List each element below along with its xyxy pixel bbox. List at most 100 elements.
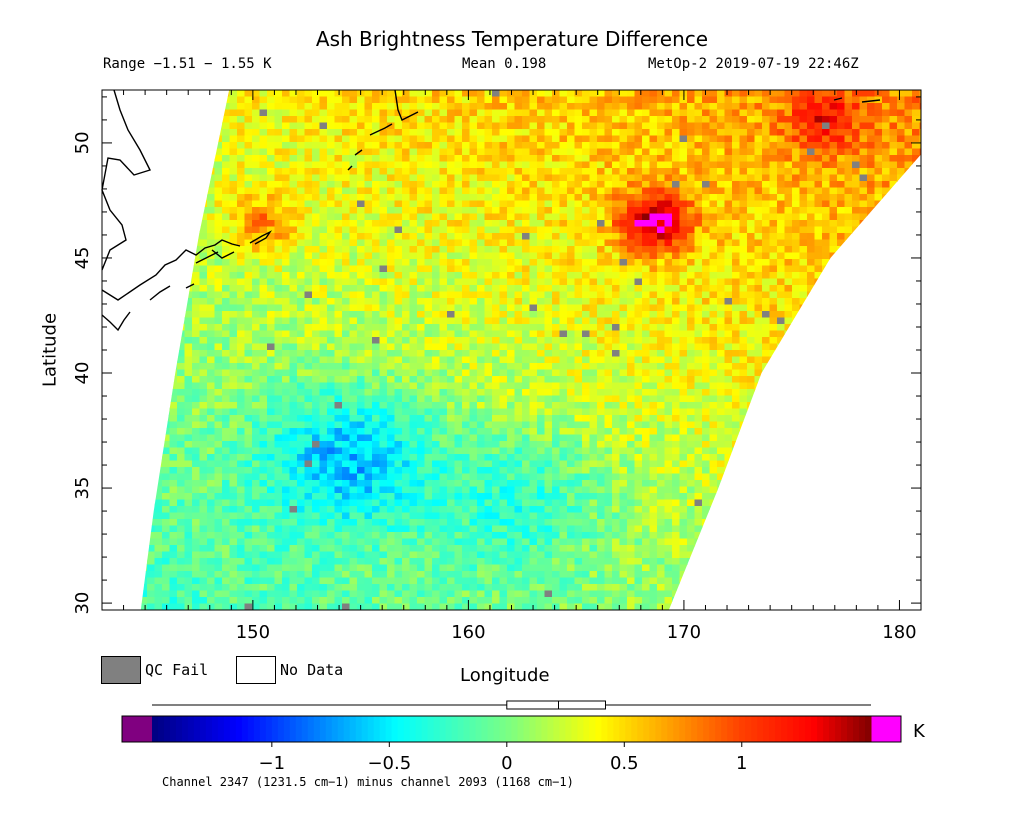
- swath-pixel: [102, 272, 110, 279]
- swath-pixel: [259, 278, 268, 286]
- swath-pixel: [777, 207, 786, 215]
- swath-pixel: [762, 239, 771, 247]
- swath-pixel: [837, 90, 846, 98]
- swath-pixel: [379, 324, 388, 332]
- swath-pixel: [432, 285, 441, 293]
- swath-pixel: [724, 291, 733, 299]
- swath-pixel: [837, 122, 846, 130]
- swath-pixel: [477, 337, 486, 345]
- swath-pixel: [612, 343, 621, 351]
- swath-pixel: [814, 363, 823, 371]
- swath-pixel: [852, 109, 861, 117]
- swath-pixel: [679, 135, 688, 143]
- swath-pixel: [529, 200, 538, 208]
- swath-pixel: [597, 109, 606, 117]
- swath-pixel: [267, 298, 276, 306]
- swath-pixel: [687, 103, 696, 111]
- swath-pixel: [297, 155, 306, 163]
- swath-pixel: [259, 233, 268, 241]
- swath-pixel: [732, 135, 741, 143]
- swath-pixel: [267, 181, 276, 189]
- swath-pixel: [469, 161, 478, 169]
- swath-pixel: [394, 155, 403, 163]
- swath-pixel: [687, 343, 696, 351]
- swath-pixel: [859, 330, 868, 338]
- swath-pixel: [664, 376, 673, 384]
- swath-pixel: [867, 369, 876, 377]
- swath-pixel: [867, 187, 876, 195]
- swath-pixel: [154, 116, 163, 124]
- swath-pixel: [604, 142, 613, 150]
- swath-pixel: [754, 155, 763, 163]
- swath-pixel: [297, 291, 306, 299]
- swath-pixel: [679, 129, 688, 137]
- swath-pixel: [267, 239, 276, 247]
- swath-pixel: [214, 233, 223, 241]
- swath-pixel: [837, 220, 846, 228]
- swath-pixel: [642, 330, 651, 338]
- swath-pixel: [349, 90, 358, 98]
- swath-pixel: [799, 343, 808, 351]
- swath-pixel: [612, 213, 621, 221]
- swath-pixel: [724, 116, 733, 124]
- swath-pixel: [229, 122, 238, 130]
- swath-pixel: [762, 356, 771, 364]
- swath-pixel: [597, 116, 606, 124]
- swath-pixel: [919, 103, 921, 111]
- swath-pixel: [499, 90, 508, 98]
- swath-pixel: [147, 96, 156, 104]
- swath-pixel: [694, 252, 703, 260]
- swath-pixel: [919, 129, 921, 137]
- swath-pixel: [859, 291, 868, 299]
- swath-pixel: [469, 103, 478, 111]
- swath-pixel: [589, 278, 598, 286]
- swath-pixel: [814, 96, 823, 104]
- swath-pixel: [297, 207, 306, 215]
- swath-pixel: [357, 142, 366, 150]
- swath-pixel: [664, 194, 673, 202]
- swath-pixel: [889, 317, 898, 325]
- swath-pixel: [499, 233, 508, 241]
- swath-pixel: [297, 324, 306, 332]
- swath-pixel: [597, 187, 606, 195]
- swath-pixel: [432, 109, 441, 117]
- swath-pixel: [402, 265, 411, 273]
- swath-pixel: [747, 363, 756, 371]
- swath-pixel: [604, 194, 613, 202]
- swath-pixel: [537, 246, 546, 254]
- swath-pixel: [402, 337, 411, 345]
- swath-pixel: [379, 96, 388, 104]
- swath-pixel: [724, 220, 733, 228]
- swath-pixel: [897, 122, 906, 130]
- swath-pixel: [312, 122, 321, 130]
- swath-pixel: [402, 278, 411, 286]
- swath-pixel: [154, 350, 163, 358]
- swath-pixel: [462, 304, 471, 312]
- swath-pixel: [372, 350, 381, 358]
- swath-pixel: [567, 207, 576, 215]
- swath-pixel: [297, 356, 306, 364]
- swath-pixel: [762, 90, 771, 98]
- swath-pixel: [184, 161, 193, 169]
- swath-pixel: [372, 239, 381, 247]
- swath-pixel: [334, 246, 343, 254]
- swath-pixel: [642, 174, 651, 182]
- swath-pixel: [567, 181, 576, 189]
- swath-pixel: [807, 116, 816, 124]
- swath-pixel: [424, 252, 433, 260]
- swath-pixel: [342, 109, 351, 117]
- swath-pixel: [679, 187, 688, 195]
- swath-pixel: [589, 291, 598, 299]
- swath-pixel: [514, 161, 523, 169]
- swath-pixel: [342, 220, 351, 228]
- swath-pixel: [874, 194, 883, 202]
- swath-pixel: [807, 376, 816, 384]
- swath-pixel: [514, 135, 523, 143]
- swath-pixel: [387, 272, 396, 280]
- swath-pixel: [117, 363, 125, 370]
- swath-pixel: [507, 272, 516, 280]
- swath-pixel: [274, 148, 283, 156]
- swath-pixel: [469, 135, 478, 143]
- swath-pixel: [177, 330, 186, 338]
- swath-pixel: [394, 194, 403, 202]
